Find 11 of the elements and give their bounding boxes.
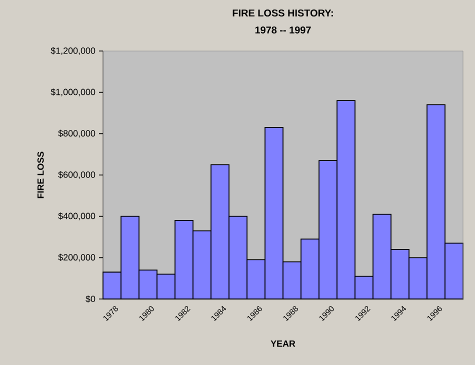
y-tick-label: $800,000 [58,130,96,138]
y-tick-label: $600,000 [58,171,96,179]
y-axis-title: FIRE LOSS [37,152,44,198]
y-tick-label: $0 [86,295,96,303]
y-tick-label: $200,000 [58,254,96,262]
y-tick-label: $400,000 [58,212,96,220]
y-tick-label: $1,000,000 [50,88,96,96]
chart-subtitle: 1978 -- 1997 [255,26,311,34]
y-tick-label: $1,200,000 [50,47,96,55]
chart-title: FIRE LOSS HISTORY: [232,9,333,17]
x-axis-title: YEAR [270,340,296,347]
